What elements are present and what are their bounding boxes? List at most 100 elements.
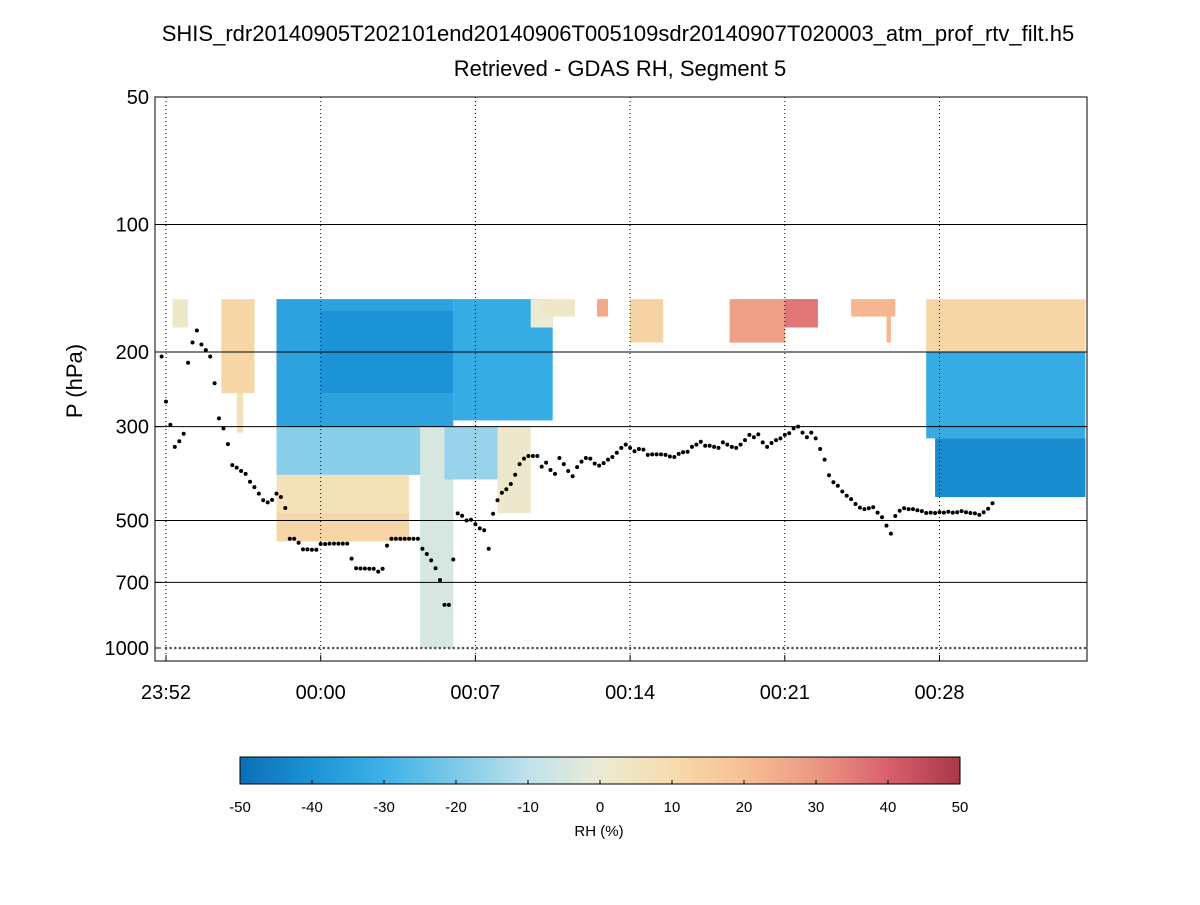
surface-point bbox=[1014, 646, 1017, 650]
surface-point bbox=[795, 646, 799, 650]
surface-point bbox=[591, 646, 595, 650]
surface-point bbox=[605, 646, 609, 650]
surface-point bbox=[1060, 646, 1063, 650]
x-tick-label: 00:21 bbox=[760, 682, 810, 704]
overlay-point bbox=[915, 508, 920, 513]
surface-point bbox=[633, 646, 636, 650]
overlay-point bbox=[278, 495, 283, 499]
surface-point bbox=[828, 646, 831, 650]
overlay-point bbox=[451, 557, 456, 562]
overlay-point bbox=[623, 442, 628, 447]
overlay-point bbox=[217, 416, 221, 421]
surface-point bbox=[285, 646, 289, 650]
surface-point bbox=[522, 646, 525, 650]
surface-point bbox=[1000, 646, 1003, 650]
overlay-point bbox=[261, 498, 266, 503]
surface-point bbox=[758, 646, 762, 650]
surface-point bbox=[211, 646, 214, 650]
overlay-point bbox=[482, 528, 487, 533]
overlay-points bbox=[159, 328, 1087, 650]
surface-point bbox=[512, 646, 516, 650]
colorbar-gradient bbox=[239, 756, 961, 785]
overlay-point bbox=[455, 511, 460, 516]
overlay-point bbox=[274, 491, 279, 496]
surface-point bbox=[331, 646, 335, 650]
overlay-point bbox=[804, 435, 809, 440]
surface-point bbox=[582, 646, 585, 650]
surface-point bbox=[1041, 646, 1045, 650]
heatmap-cell bbox=[444, 426, 498, 480]
surface-point bbox=[443, 646, 446, 650]
surface-point bbox=[517, 646, 520, 650]
overlay-point bbox=[491, 511, 496, 516]
surface-point bbox=[610, 646, 613, 650]
overlay-point bbox=[796, 424, 801, 429]
surface-point bbox=[693, 646, 697, 650]
overlay-point bbox=[835, 483, 840, 488]
overlay-point bbox=[597, 463, 602, 468]
surface-point bbox=[225, 646, 228, 650]
surface-point bbox=[392, 646, 395, 650]
surface-point bbox=[498, 646, 502, 650]
surface-point bbox=[846, 646, 850, 650]
surface-point bbox=[248, 646, 251, 650]
overlay-point bbox=[575, 465, 580, 470]
surface-point bbox=[1069, 646, 1073, 650]
overlay-point bbox=[398, 536, 403, 541]
x-tick-label: 00:28 bbox=[914, 682, 964, 704]
heatmap-cell bbox=[276, 474, 410, 513]
overlay-point bbox=[893, 514, 898, 518]
surface-point bbox=[990, 646, 994, 650]
overlay-point bbox=[301, 547, 305, 552]
x-tick-label: 23:52 bbox=[141, 682, 191, 704]
surface-point bbox=[884, 646, 887, 650]
surface-point bbox=[698, 646, 701, 650]
overlay-point bbox=[906, 507, 911, 512]
overlay-point bbox=[557, 456, 562, 460]
surface-point bbox=[169, 646, 172, 650]
surface-point bbox=[336, 646, 340, 650]
surface-point bbox=[689, 646, 692, 650]
overlay-point bbox=[902, 506, 907, 511]
overlay-point bbox=[194, 328, 199, 333]
plot-area: 50 100 200 300 500 700 1000 23:52 00:00 00:07 00:… bbox=[105, 87, 1088, 704]
overlay-point bbox=[380, 566, 385, 571]
surface-point bbox=[842, 646, 845, 650]
surface-point bbox=[679, 646, 683, 650]
overlay-point bbox=[305, 547, 310, 552]
overlay-point bbox=[981, 510, 986, 515]
overlay-point bbox=[588, 456, 593, 461]
overlay-point bbox=[283, 506, 288, 510]
surface-point bbox=[754, 646, 757, 650]
overlay-point bbox=[203, 348, 208, 353]
surface-point bbox=[1055, 646, 1059, 650]
x-tick-labels: 23:52 00:00 00:07 00:14 00:21 00:28 bbox=[141, 655, 965, 704]
surface-point bbox=[484, 646, 488, 650]
overlay-point bbox=[225, 442, 230, 447]
surface-point bbox=[257, 646, 261, 650]
overlay-point bbox=[186, 360, 191, 365]
y-tick-label: 200 bbox=[116, 342, 149, 364]
surface-point bbox=[717, 646, 720, 650]
surface-point bbox=[870, 646, 873, 650]
surface-point bbox=[475, 646, 479, 650]
surface-point bbox=[549, 646, 553, 650]
surface-point bbox=[624, 646, 627, 650]
surface-point bbox=[1083, 646, 1087, 650]
overlay-point bbox=[411, 536, 416, 541]
overlay-point bbox=[809, 430, 814, 435]
heatmap-cell bbox=[886, 316, 891, 343]
overlay-point bbox=[385, 543, 389, 548]
overlay-point bbox=[168, 422, 173, 427]
overlay-point bbox=[946, 509, 951, 514]
surface-point bbox=[503, 646, 507, 650]
surface-point bbox=[707, 646, 711, 650]
surface-point bbox=[364, 646, 367, 650]
surface-point bbox=[429, 646, 432, 650]
overlay-point bbox=[866, 506, 871, 511]
surface-point bbox=[879, 646, 882, 650]
overlay-point bbox=[318, 542, 323, 546]
overlay-point bbox=[248, 479, 252, 484]
surface-point bbox=[1023, 646, 1026, 650]
